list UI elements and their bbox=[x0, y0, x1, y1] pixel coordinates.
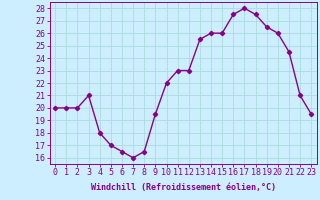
X-axis label: Windchill (Refroidissement éolien,°C): Windchill (Refroidissement éolien,°C) bbox=[91, 183, 276, 192]
